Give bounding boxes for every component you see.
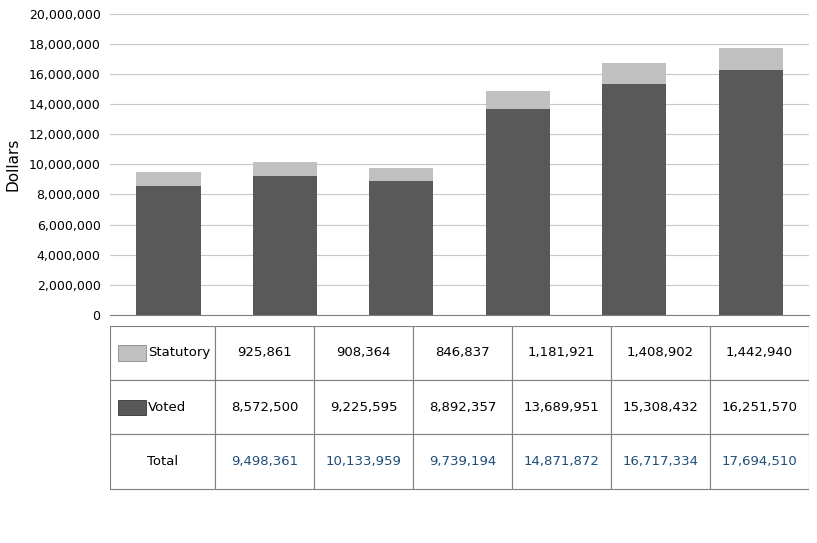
- Bar: [136, 186, 200, 315]
- Bar: [486, 91, 550, 109]
- Bar: [611, 380, 710, 434]
- Text: 13,689,951: 13,689,951: [524, 401, 600, 414]
- Bar: [611, 326, 710, 380]
- Text: Statutory: Statutory: [148, 346, 211, 359]
- Bar: [110, 380, 215, 434]
- Text: 8,572,500: 8,572,500: [231, 401, 298, 414]
- Bar: [512, 380, 611, 434]
- Text: Total: Total: [147, 455, 178, 468]
- Text: 846,837: 846,837: [435, 346, 489, 359]
- Bar: [215, 434, 314, 489]
- Bar: [314, 326, 413, 380]
- Bar: [369, 168, 433, 181]
- Bar: [253, 176, 317, 315]
- Bar: [413, 434, 512, 489]
- Text: 1,181,921: 1,181,921: [528, 346, 595, 359]
- Bar: [215, 326, 314, 380]
- Text: Voted: Voted: [148, 401, 186, 414]
- Bar: [719, 70, 783, 315]
- Text: 1,442,940: 1,442,940: [725, 346, 793, 359]
- Bar: [314, 434, 413, 489]
- Bar: [512, 434, 611, 489]
- Bar: [486, 109, 550, 315]
- Bar: [110, 326, 215, 380]
- Text: 1,408,902: 1,408,902: [627, 346, 694, 359]
- Text: 10,133,959: 10,133,959: [326, 455, 401, 468]
- Bar: [136, 172, 200, 186]
- Bar: [611, 434, 710, 489]
- Text: 9,498,361: 9,498,361: [231, 455, 298, 468]
- Bar: [110, 434, 215, 489]
- Bar: [710, 326, 809, 380]
- Bar: [710, 380, 809, 434]
- Y-axis label: Dollars: Dollars: [6, 137, 20, 191]
- Text: 9,739,194: 9,739,194: [429, 455, 496, 468]
- Bar: [602, 63, 666, 84]
- Text: 8,892,357: 8,892,357: [429, 401, 496, 414]
- Text: 15,308,432: 15,308,432: [623, 401, 699, 414]
- Bar: [215, 380, 314, 434]
- Text: 925,861: 925,861: [237, 346, 292, 359]
- Bar: [602, 84, 666, 315]
- Bar: [413, 380, 512, 434]
- Bar: [253, 162, 317, 176]
- Text: 16,251,570: 16,251,570: [721, 401, 797, 414]
- Text: 9,225,595: 9,225,595: [330, 401, 397, 414]
- Bar: [719, 48, 783, 70]
- Text: 14,871,872: 14,871,872: [524, 455, 600, 468]
- Bar: [512, 326, 611, 380]
- Bar: [314, 380, 413, 434]
- Bar: [710, 434, 809, 489]
- Text: 16,717,334: 16,717,334: [623, 455, 699, 468]
- Text: 908,364: 908,364: [337, 346, 391, 359]
- Bar: [369, 181, 433, 315]
- Text: 17,694,510: 17,694,510: [721, 455, 797, 468]
- Bar: [413, 326, 512, 380]
- Bar: [118, 400, 146, 415]
- Bar: [118, 345, 146, 361]
